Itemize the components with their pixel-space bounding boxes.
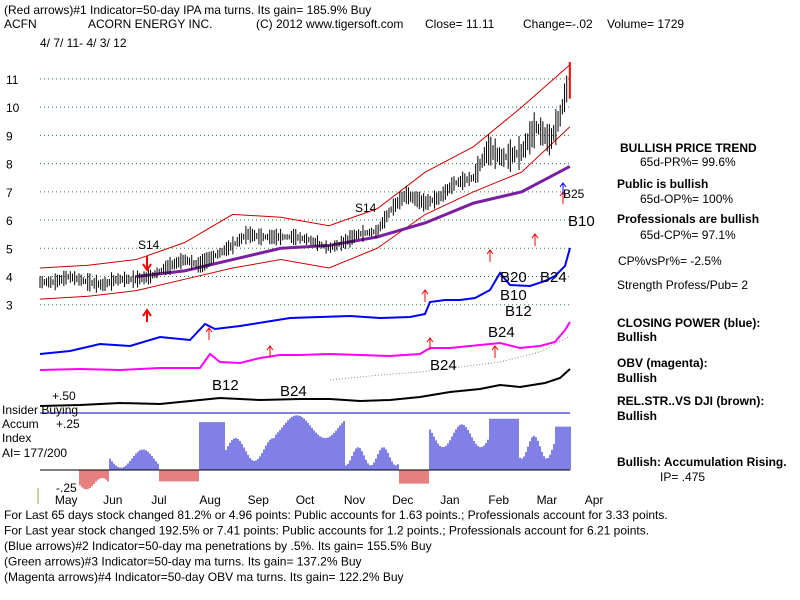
right-panel-line: Bullish	[617, 409, 657, 423]
relative-strength-line	[39, 368, 571, 407]
right-panel-line: Strength Profess/Pub= 2	[617, 278, 748, 292]
blue-buy-arrow	[559, 182, 567, 195]
obv-line	[39, 321, 571, 372]
buy-arrow	[491, 345, 499, 358]
signal-label: S14	[355, 201, 377, 215]
right-panel-line: CLOSING POWER (blue):	[617, 316, 760, 330]
lower-band-line	[39, 126, 571, 300]
month-label: Aug	[199, 493, 220, 507]
signal-label: B24	[430, 357, 457, 374]
copyright: (C) 2012 www.tigersoft.com	[256, 17, 403, 31]
y-tick-label: 3	[6, 299, 13, 313]
signal-label: B24	[540, 269, 567, 286]
signal-label: S14	[138, 238, 160, 252]
signal-labels: S14 S14 B10 B25 B20 B24 B12 B10 B24 B24 …	[138, 187, 595, 400]
buy-arrow	[486, 249, 494, 262]
right-panel-line: REL.STR..VS DJI (brown):	[617, 394, 764, 408]
month-label: Mar	[537, 493, 558, 507]
y-tick-label: 4	[6, 270, 13, 284]
buy-arrow	[142, 308, 152, 322]
right-panel-line: 65d-PR%= 99.6%	[640, 155, 736, 169]
y-tick-label: 11	[6, 73, 19, 87]
buy-arrow	[426, 337, 434, 350]
label-index: Index	[2, 431, 31, 445]
right-panel-line: BULLISH PRICE TREND	[620, 141, 757, 155]
signal-label: B12	[212, 377, 239, 394]
change-value: Change=-.02	[523, 17, 593, 31]
month-label: Jul	[151, 493, 166, 507]
label-plus50: +.50	[52, 389, 76, 403]
price-grid	[40, 78, 570, 306]
signal-label: B20	[500, 269, 527, 286]
upper-band-line	[39, 64, 571, 269]
right-panel-line: IP= .475	[660, 470, 705, 484]
y-tick-label: 7	[6, 186, 13, 200]
month-label: May	[55, 493, 78, 507]
x-axis-month-labels: May Jun Jul Aug Sep Oct Nov Dec Jan Feb Mar Apr	[55, 493, 604, 507]
month-label: Sep	[248, 493, 270, 507]
right-panel-line: 65d-OP%= 100%	[640, 192, 733, 206]
closing-power-line	[39, 247, 571, 355]
volume-value: Volume= 1729	[607, 17, 684, 31]
y-tick-label: 6	[6, 214, 13, 228]
right-panel-line: Bullish	[617, 371, 657, 385]
y-tick-label: 5	[6, 242, 13, 256]
footer-line: (Green arrows)#3 Indicator=50-day ma tur…	[4, 555, 362, 569]
signal-label: B10	[568, 213, 595, 230]
month-label: Oct	[296, 493, 315, 507]
signal-label: B12	[505, 303, 532, 320]
symbol: ACFN	[4, 17, 37, 31]
y-tick-label: 9	[6, 129, 13, 143]
signal-arrows	[142, 182, 567, 358]
y-tick-label: 8	[6, 158, 13, 172]
right-panel-line: CP%vsPr%= -2.5%	[618, 254, 722, 268]
signal-label: B24	[280, 383, 307, 400]
moving-average	[136, 165, 571, 278]
footer-line: For Last year stock changed 192.5% or 7.…	[4, 524, 649, 538]
footer-notes: For Last 65 days stock changed 81.2% or …	[4, 508, 668, 584]
month-label: Jun	[103, 493, 122, 507]
right-panel-line: Bullish: Accumulation Rising.	[617, 455, 787, 469]
month-label: Nov	[344, 493, 365, 507]
buy-arrow	[266, 345, 274, 358]
right-panel-line: Public is bullish	[617, 177, 708, 191]
sell-arrow	[142, 256, 152, 272]
right-panel-line: 65d-CP%= 97.1%	[640, 228, 736, 242]
company-name: ACORN ENERGY INC.	[88, 17, 212, 31]
footer-line: (Magenta arrows)#4 Indicator=50-day OBV …	[4, 570, 404, 584]
date-range: 4/ 7/ 11- 4/ 3/ 12	[40, 36, 127, 50]
ma-line	[136, 165, 571, 278]
signal-label: B25	[563, 187, 585, 201]
month-label: Feb	[488, 493, 509, 507]
right-panel-line: OBV (magenta):	[617, 356, 708, 370]
band-lines	[39, 64, 571, 300]
signal-label: B10	[500, 287, 527, 304]
month-label: Apr	[585, 493, 604, 507]
right-panel-line: Bullish	[617, 330, 657, 344]
buy-arrow	[205, 327, 213, 340]
y-tick-labels: 3 4 5 6 7 8 9 10 11	[6, 73, 20, 313]
buy-arrow	[531, 233, 539, 246]
footer-line: For Last 65 days stock changed 81.2% or …	[4, 508, 668, 522]
month-label: Jan	[440, 493, 459, 507]
header-line1: (Red arrows)#1 Indicator=50-day IPA ma t…	[4, 3, 371, 17]
signal-label: B24	[488, 324, 515, 341]
month-label: Dec	[392, 493, 413, 507]
label-insider-buying: Insider Buying	[2, 403, 78, 417]
buy-arrow	[421, 289, 429, 302]
accumulation-index-histogram	[79, 415, 571, 490]
label-minus25: -.25	[56, 481, 77, 495]
footer-line: (Blue arrows)#2 Indicator=50-day ma pene…	[4, 539, 432, 553]
label-plus25: +.25	[56, 417, 80, 431]
y-tick-label: 10	[6, 101, 20, 115]
label-accum: Accum	[2, 417, 39, 431]
right-panel-line: Professionals are bullish	[617, 212, 759, 226]
close-value: Close= 11.11	[425, 17, 495, 31]
price-bars	[39, 62, 571, 293]
label-ai: AI= 177/200	[2, 446, 67, 460]
